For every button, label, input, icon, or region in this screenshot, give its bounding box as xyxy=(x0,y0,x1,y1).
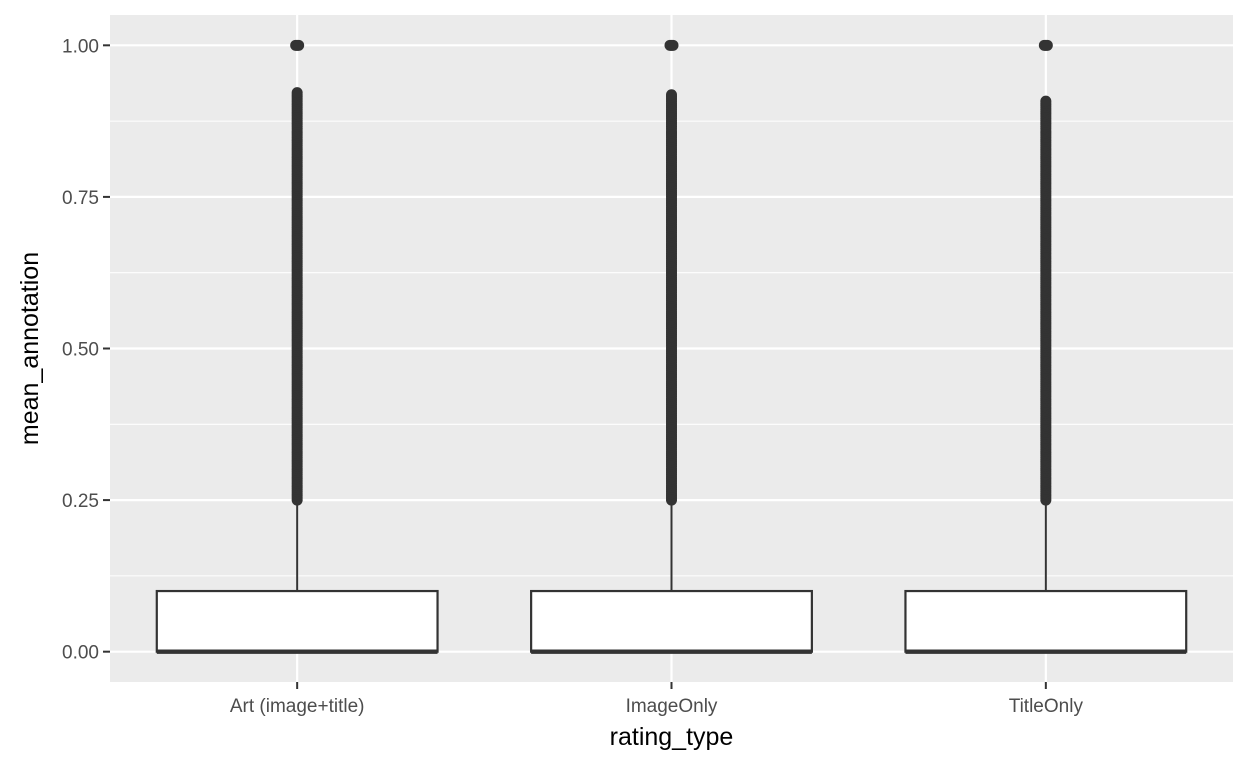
outlier-point xyxy=(293,39,305,51)
outlier-point xyxy=(667,39,679,51)
x-tick-label: ImageOnly xyxy=(626,696,718,717)
x-tick-label: Art (image+title) xyxy=(230,696,365,717)
y-axis-title: mean_annotation xyxy=(16,252,44,445)
box-group xyxy=(530,39,813,654)
outlier-point xyxy=(1040,95,1052,107)
boxes-layer xyxy=(155,39,1188,654)
x-axis: Art (image+title) ImageOnly TitleOnly xyxy=(230,682,1084,717)
box-body xyxy=(530,589,813,653)
y-tick-label: 0.50 xyxy=(62,340,99,361)
outlier-point xyxy=(291,87,303,99)
box-group xyxy=(155,39,439,654)
x-tick-label: TitleOnly xyxy=(1009,696,1084,717)
box-body xyxy=(904,589,1188,653)
y-tick-label: 0.00 xyxy=(62,643,99,664)
y-tick-label: 0.25 xyxy=(62,491,99,512)
outlier-point xyxy=(666,89,677,101)
box-body xyxy=(155,589,439,653)
y-tick-label: 0.75 xyxy=(62,188,99,209)
x-axis-title: rating_type xyxy=(610,723,734,751)
outlier-point xyxy=(1041,39,1053,51)
box-group xyxy=(904,39,1188,654)
y-axis: 0.00 0.25 0.50 0.75 1.00 xyxy=(62,36,110,664)
y-tick-label: 1.00 xyxy=(62,36,99,57)
